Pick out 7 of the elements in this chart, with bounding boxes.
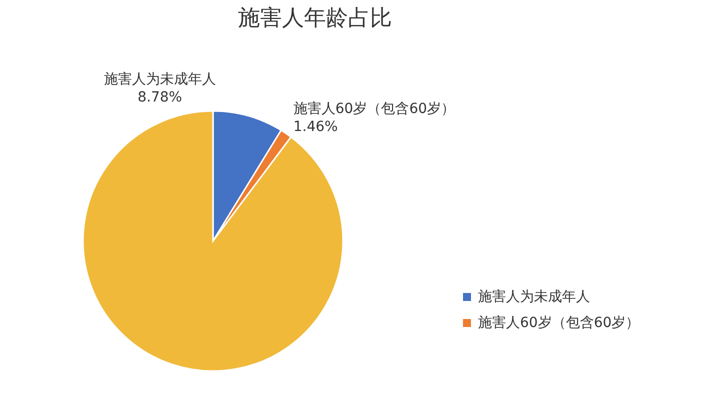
data-label: 1.46%	[293, 118, 338, 135]
chart-title: 施害人年龄占比	[238, 6, 392, 31]
data-label: 8.78%	[138, 90, 182, 106]
slice-label: 施害人60岁（包含60岁）	[293, 100, 456, 117]
legend-label: 施害人为未成年人	[478, 289, 590, 305]
slice-label: 施害人为未成年人	[104, 72, 216, 88]
legend-label: 施害人60岁（包含60岁）	[478, 315, 640, 331]
